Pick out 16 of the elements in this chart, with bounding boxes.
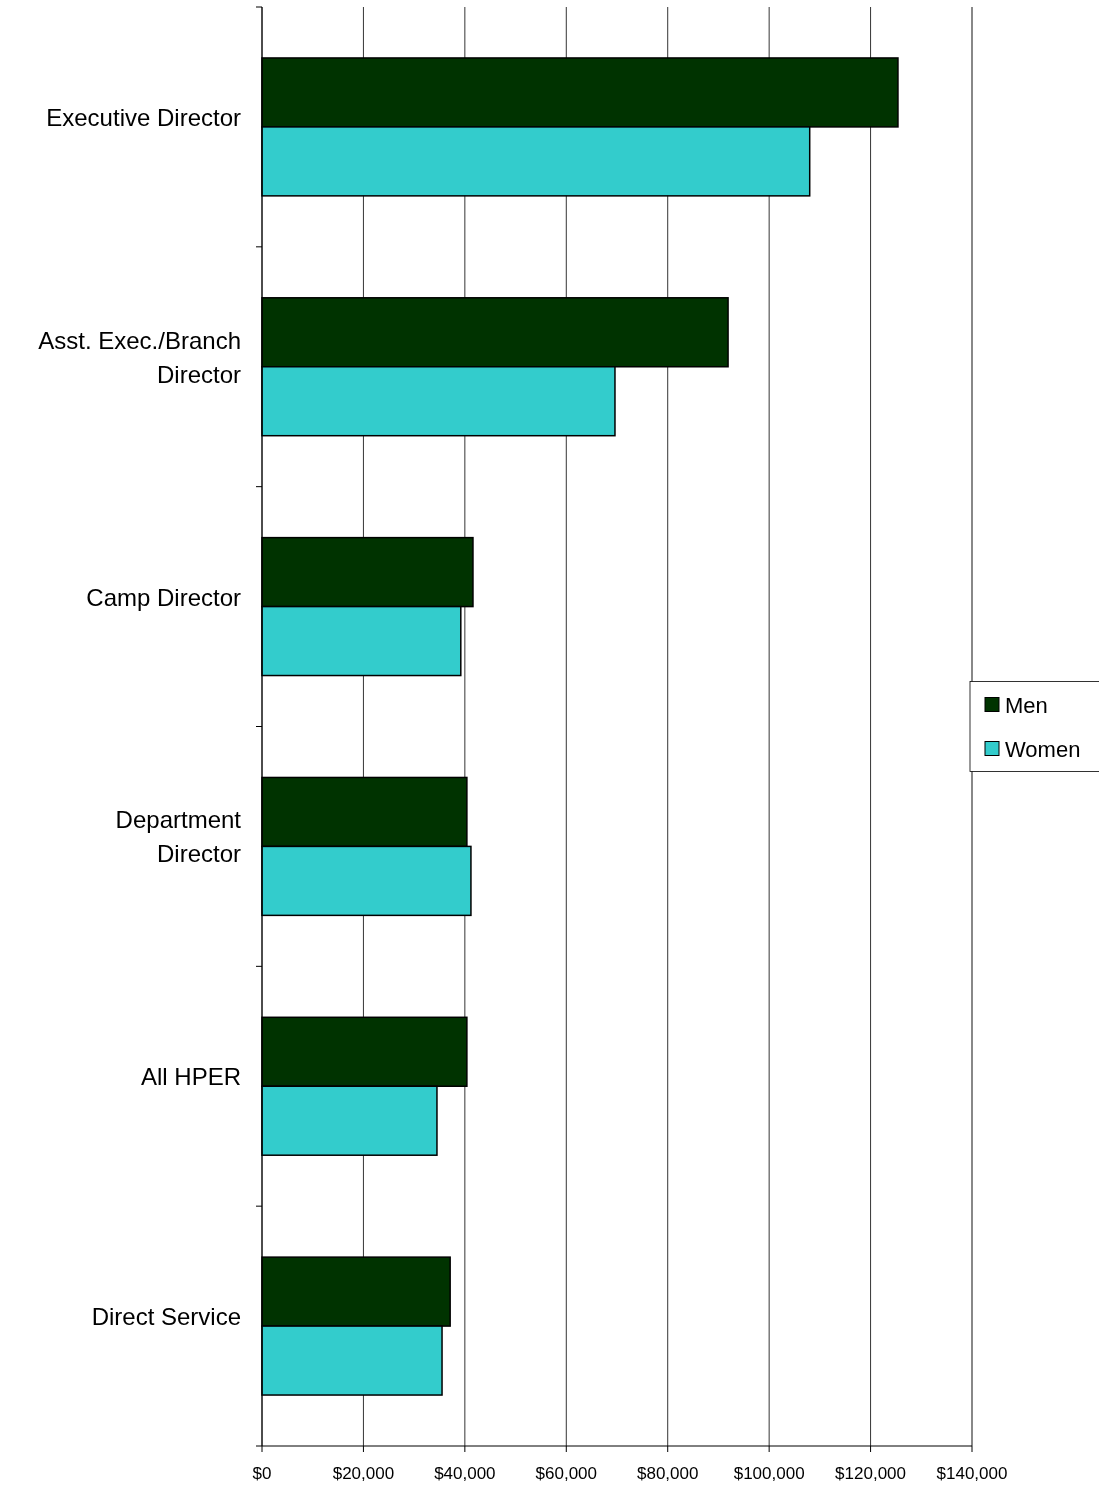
x-tick-label: $0 (252, 1464, 272, 1483)
x-tick-label: $100,000 (733, 1464, 805, 1483)
y-tick-label: Direct Service (91, 1303, 241, 1331)
x-tick-label: $140,000 (936, 1464, 1008, 1483)
x-tick-label: $20,000 (332, 1464, 395, 1483)
y-tick-label: Department Director (115, 806, 242, 868)
legend-label: Women (1005, 736, 1081, 762)
y-tick-label: All HPER (140, 1063, 241, 1091)
y-tick-label: Executive Director (46, 103, 241, 131)
x-tick-label: $40,000 (434, 1464, 496, 1483)
x-tick-label: $60,000 (535, 1464, 598, 1483)
legend-label: Men (1005, 692, 1048, 718)
x-tick-label: $80,000 (636, 1464, 699, 1483)
y-tick-label: Camp Director (86, 583, 241, 611)
x-tick-label: $120,000 (835, 1464, 907, 1483)
y-tick-label: Asst. Exec./Branch Director (38, 326, 241, 388)
